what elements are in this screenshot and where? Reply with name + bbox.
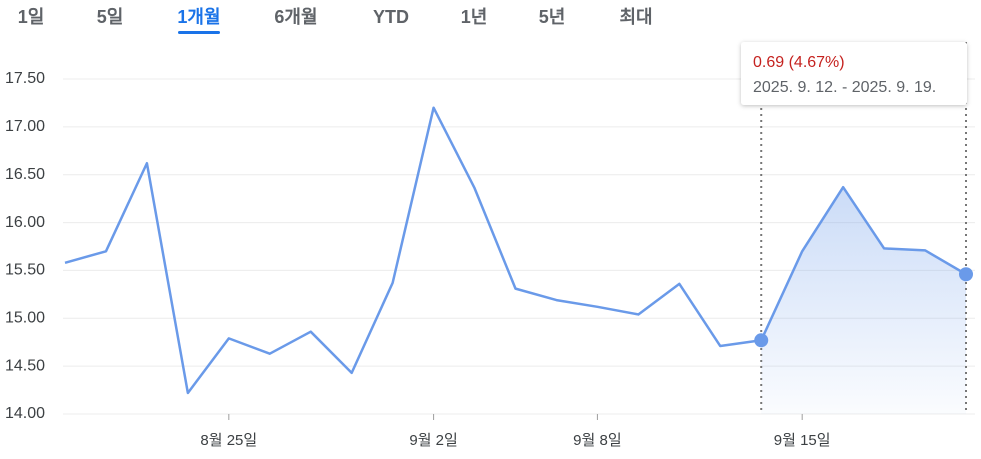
tabs: 1일 5일 1개월 6개월 YTD 1년 5년 최대: [18, 7, 653, 34]
tab[interactable]: 5년: [539, 7, 566, 27]
x-tick-label: 9월 2일: [409, 432, 457, 449]
tab[interactable]: 1일: [18, 7, 45, 27]
price-line: [64, 106, 967, 395]
tooltip-range: 2025. 9. 12. - 2025. 9. 19.: [753, 79, 936, 96]
y-tick-label: 14.00: [5, 405, 45, 422]
y-tick-label: 17.00: [5, 118, 45, 135]
tooltip: 0.69 (4.67%) 2025. 9. 12. - 2025. 9. 19.: [741, 42, 967, 105]
x-tick-label: 9월 8일: [573, 432, 621, 449]
y-tick-label: 15.00: [5, 310, 45, 327]
tooltip-change: 0.69 (4.67%): [753, 54, 845, 71]
tab[interactable]: 5일: [97, 7, 124, 27]
x-tick-label: 8월 25일: [200, 432, 257, 449]
x-tick-label: 9월 15일: [774, 432, 831, 449]
tab[interactable]: YTD: [373, 7, 409, 27]
tab-underline: [178, 31, 220, 34]
tab[interactable]: 최대: [619, 7, 652, 27]
tab[interactable]: 1개월: [177, 7, 220, 27]
tab[interactable]: 1년: [461, 7, 488, 27]
tooltip-box: [741, 42, 967, 105]
y-tick-label: 16.50: [5, 166, 45, 183]
y-tick-label: 14.50: [5, 357, 45, 374]
y-tick-label: 17.50: [5, 70, 45, 87]
y-tick-label: 16.00: [5, 214, 45, 231]
selection-area: [761, 187, 966, 414]
selection-point: [959, 267, 973, 282]
tab[interactable]: 6개월: [274, 7, 317, 27]
y-tick-label: 15.50: [5, 262, 45, 279]
selection-point: [754, 333, 769, 348]
plot: 14.00 14.50 15.00 15.50 16.00 16.50 17.00 17.50…: [5, 42, 975, 449]
